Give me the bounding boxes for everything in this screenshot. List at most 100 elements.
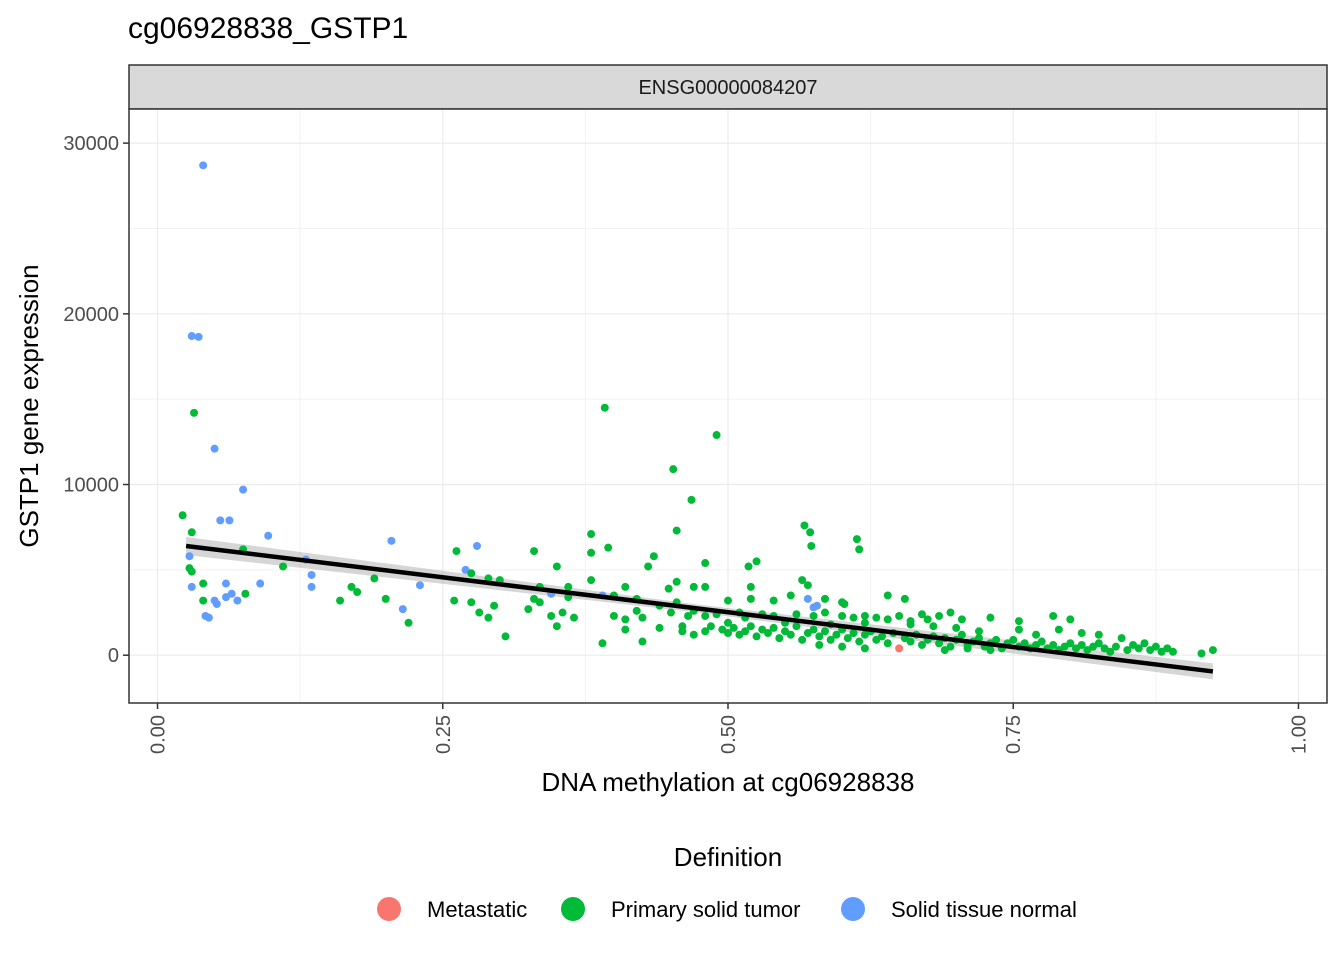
point-primary-solid-tumor [826,635,835,644]
point-primary-solid-tumor [190,408,199,417]
x-axis-title: DNA methylation at cg06928838 [542,767,915,797]
point-primary-solid-tumor [838,611,847,620]
point-primary-solid-tumor [475,608,484,617]
point-primary-solid-tumor [1077,640,1086,649]
point-primary-solid-tumor [786,630,795,639]
point-primary-solid-tumor [587,530,596,539]
point-primary-solid-tumor [1077,629,1086,638]
point-primary-solid-tumor [724,618,732,627]
point-primary-solid-tumor [957,630,966,639]
point-primary-solid-tumor [1140,639,1149,648]
point-solid-tissue-normal [239,485,248,494]
point-primary-solid-tumor [1151,642,1160,651]
point-primary-solid-tumor [872,613,881,622]
point-solid-tissue-normal [199,161,208,170]
point-primary-solid-tumor [1117,634,1126,643]
point-metastatic [895,644,904,653]
point-primary-solid-tumor [807,541,816,550]
point-primary-solid-tumor [809,625,818,634]
point-primary-solid-tumor [724,629,732,638]
point-primary-solid-tumor [569,613,578,622]
point-primary-solid-tumor [1032,630,1041,639]
point-primary-solid-tumor [655,623,664,632]
point-primary-solid-tumor [746,622,755,631]
point-solid-tissue-normal [194,332,203,341]
point-primary-solid-tumor [855,545,864,554]
point-primary-solid-tumor [684,611,693,620]
point-primary-solid-tumor [535,598,544,607]
x-axis: 0.00 0.25 0.50 0.75 1.00 [148,703,1310,754]
point-primary-solid-tumor [860,644,869,653]
point-primary-solid-tumor [792,622,801,631]
point-primary-solid-tumor [986,646,995,655]
point-solid-tissue-normal [216,516,225,525]
point-solid-tissue-normal [227,589,236,598]
point-primary-solid-tumor [678,622,687,631]
point-primary-solid-tumor [1066,615,1075,624]
y-tick-label: 10000 [63,475,119,497]
point-primary-solid-tumor [852,535,861,544]
point-solid-tissue-normal [803,594,812,603]
point-primary-solid-tumor [741,627,750,636]
facet-label: ENSG00000084207 [638,77,817,99]
point-primary-solid-tumor [672,577,681,586]
point-primary-solid-tumor [832,630,841,639]
point-primary-solid-tumor [860,611,869,620]
point-primary-solid-tumor [975,627,984,636]
point-primary-solid-tumor [241,589,250,598]
point-primary-solid-tumor [336,596,345,605]
point-solid-tissue-normal [387,536,396,545]
point-primary-solid-tumor [701,611,710,620]
point-primary-solid-tumor [860,618,869,627]
point-primary-solid-tumor [450,596,459,605]
point-primary-solid-tumor [792,610,801,619]
y-axis-title: GSTP1 gene expression [14,264,44,547]
point-primary-solid-tumor [279,562,288,571]
point-solid-tissue-normal [812,601,821,610]
point-primary-solid-tumor [806,528,815,537]
point-primary-solid-tumor [467,569,476,578]
point-primary-solid-tumor [800,521,809,530]
x-tick-label: 0.75 [1003,715,1025,754]
point-primary-solid-tumor [687,495,696,504]
point-primary-solid-tumor [975,634,984,643]
point-primary-solid-tumor [1037,637,1046,646]
point-primary-solid-tumor [689,582,698,591]
point-primary-solid-tumor [558,608,567,617]
point-primary-solid-tumor [815,640,824,649]
facet-strip [128,64,1328,110]
point-primary-solid-tumor [1049,640,1058,649]
point-primary-solid-tumor [347,582,356,591]
point-primary-solid-tumor [752,632,761,641]
point-primary-solid-tumor [752,557,761,566]
point-primary-solid-tumor [1094,639,1103,648]
point-primary-solid-tumor [501,632,510,641]
point-primary-solid-tumor [1208,646,1217,655]
point-primary-solid-tumor [929,622,938,631]
legend-label-solid-tissue-normal: Solid tissue normal [891,897,1077,922]
x-tick-label: 0.25 [433,715,455,754]
point-primary-solid-tumor [878,632,887,641]
point-primary-solid-tumor [484,613,493,622]
point-primary-solid-tumor [664,584,673,593]
point-solid-tissue-normal [212,600,221,608]
regression-line [185,543,1214,674]
y-tick-label: 0 [108,645,119,667]
point-primary-solid-tumor [917,640,926,649]
point-primary-solid-tumor [609,611,618,620]
legend-key-metastatic [377,897,401,921]
point-primary-solid-tumor [746,594,755,603]
point-solid-tissue-normal [472,541,481,550]
point-primary-solid-tumor [621,582,630,591]
point-primary-solid-tumor [524,605,533,614]
point-primary-solid-tumor [701,559,710,568]
point-primary-solid-tumor [187,528,196,537]
point-primary-solid-tumor [809,611,818,620]
point-primary-solid-tumor [598,639,607,648]
point-solid-tissue-normal [210,444,219,453]
point-primary-solid-tumor [883,639,892,648]
point-primary-solid-tumor [1094,630,1103,639]
point-primary-solid-tumor [638,613,647,622]
point-solid-tissue-normal [307,570,316,579]
